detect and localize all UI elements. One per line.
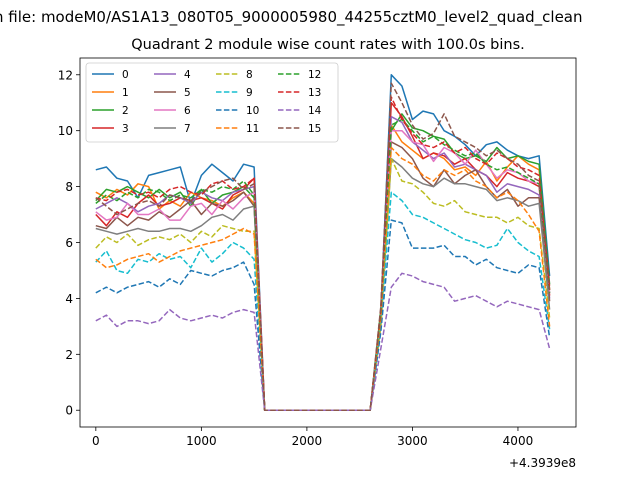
x-tick-label: 2000: [292, 434, 323, 448]
legend-label-3: 3: [122, 123, 129, 135]
legend-label-7: 7: [184, 123, 191, 135]
legend-label-6: 6: [184, 105, 191, 117]
series-layer: [95, 74, 551, 411]
x-tick-label: 1000: [186, 434, 217, 448]
y-tick-label: 12: [58, 68, 73, 82]
series-line-10: [95, 219, 551, 411]
legend-label-4: 4: [184, 69, 191, 81]
y-tick-label: 6: [65, 236, 73, 250]
y-tick-label: 10: [58, 124, 73, 138]
legend-label-14: 14: [308, 105, 322, 117]
legend-label-11: 11: [246, 123, 259, 135]
x-tick-label: 3000: [397, 434, 428, 448]
legend-label-5: 5: [184, 87, 191, 99]
x-tick-label: 0: [92, 434, 100, 448]
x-axis-ticks: 0 1000 2000 3000 4000: [92, 427, 533, 448]
legend-label-12: 12: [308, 69, 321, 81]
legend-label-10: 10: [246, 105, 259, 117]
x-tick-label: 4000: [503, 434, 534, 448]
legend-label-2: 2: [122, 105, 129, 117]
legend-label-15: 15: [308, 123, 321, 135]
legend-box: [85, 62, 339, 143]
y-tick-label: 2: [65, 348, 73, 362]
y-axis-ticks: 0 2 4 6 8 10 12: [58, 68, 80, 418]
legend-label-8: 8: [246, 69, 253, 81]
figure-suptitle: n file: modeM0/AS1A13_080T05_9000005980_…: [0, 8, 583, 27]
legend-label-13: 13: [308, 87, 321, 99]
y-tick-label: 4: [65, 292, 73, 306]
series-line-9: [95, 191, 551, 411]
legend-label-0: 0: [122, 69, 129, 81]
x-offset-label: +4.3939e8: [509, 456, 576, 470]
y-tick-label: 0: [65, 404, 73, 418]
legend-label-1: 1: [122, 87, 129, 99]
series-line-15: [95, 82, 551, 411]
chart-title: Quadrant 2 module wise count rates with …: [131, 37, 525, 53]
legend-label-9: 9: [246, 87, 253, 99]
y-tick-label: 8: [65, 180, 73, 194]
